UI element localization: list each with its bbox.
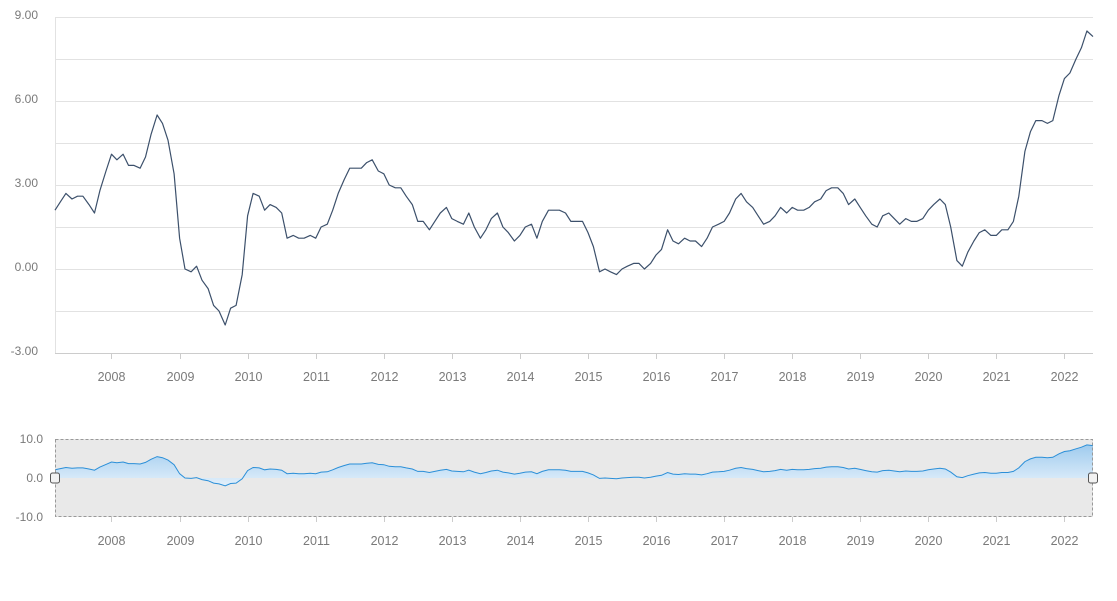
main-x-tick-label: 2012: [371, 370, 399, 384]
main-x-tick-label: 2008: [98, 370, 126, 384]
navigator-x-tick-label: 2009: [167, 534, 195, 548]
main-x-tick-label: 2021: [983, 370, 1011, 384]
main-x-tick-label: 2013: [439, 370, 467, 384]
main-x-axis: 2008 2009 2010 2011 2012 2013 2014 2015 2016 2017…: [55, 353, 1093, 384]
navigator-x-tick-label: 2022: [1051, 534, 1079, 548]
navigator-y-tick-label: 0.0: [26, 471, 43, 485]
main-x-tick-label: 2017: [711, 370, 739, 384]
navigator-x-tick-label: 2008: [98, 534, 126, 548]
navigator-x-tick-label: 2014: [507, 534, 535, 548]
main-x-tick-label: 2018: [779, 370, 807, 384]
navigator-series-line: [54, 444, 1094, 487]
main-plot-area: [54, 30, 1094, 326]
navigator-x-tick-label: 2015: [575, 534, 603, 548]
navigator-x-tick-label: 2018: [779, 534, 807, 548]
navigator-handle-left[interactable]: [50, 472, 60, 484]
navigator-y-tick-label: 10.0: [20, 432, 44, 446]
navigator-handle-right[interactable]: [1088, 472, 1098, 484]
navigator-x-tick-label: 2016: [643, 534, 671, 548]
navigator-handle-grip[interactable]: [50, 472, 60, 484]
main-x-tick-label: 2011: [303, 370, 330, 384]
navigator[interactable]: 10.0 0.0 -10.0 2008 2009 2010 2011 2012 2013 201…: [16, 432, 1098, 548]
main-y-axis: 9.00 6.00 3.00 0.00 -3.00: [11, 8, 39, 358]
main-x-tick-label: 2016: [643, 370, 671, 384]
main-x-tick-label: 2022: [1051, 370, 1079, 384]
main-x-tick-label: 2014: [507, 370, 535, 384]
navigator-x-tick-label: 2013: [439, 534, 467, 548]
navigator-series-area: [55, 444, 1093, 486]
navigator-y-tick-label: -10.0: [16, 510, 44, 524]
navigator-handle-grip[interactable]: [1088, 472, 1098, 484]
main-y-tick-label: 9.00: [15, 8, 39, 22]
navigator-x-tick-label: 2021: [983, 534, 1011, 548]
navigator-x-tick-label: 2020: [915, 534, 943, 548]
main-x-tick-label: 2010: [235, 370, 263, 384]
main-series-line: [54, 30, 1094, 326]
navigator-plot-area: [54, 444, 1094, 487]
main-x-tick-label: 2019: [847, 370, 875, 384]
main-x-tick-label: 2015: [575, 370, 603, 384]
main-x-tick-label: 2009: [167, 370, 195, 384]
main-y-tick-label: 0.00: [15, 260, 39, 274]
navigator-x-tick-label: 2010: [235, 534, 263, 548]
main-y-tick-label: 6.00: [15, 92, 39, 106]
main-y-tick-label: -3.00: [11, 344, 39, 358]
navigator-x-tick-label: 2019: [847, 534, 875, 548]
main-x-tick-label: 2020: [915, 370, 943, 384]
navigator-x-tick-label: 2011: [303, 534, 330, 548]
navigator-x-axis: 2008 2009 2010 2011 2012 2013 2014 2015 2016 2017…: [98, 517, 1079, 548]
navigator-x-tick-label: 2017: [711, 534, 739, 548]
main-gridlines: [55, 17, 1093, 354]
main-y-tick-label: 3.00: [15, 176, 39, 190]
navigator-x-tick-label: 2012: [371, 534, 399, 548]
navigator-y-axis: 10.0 0.0 -10.0: [16, 432, 44, 524]
